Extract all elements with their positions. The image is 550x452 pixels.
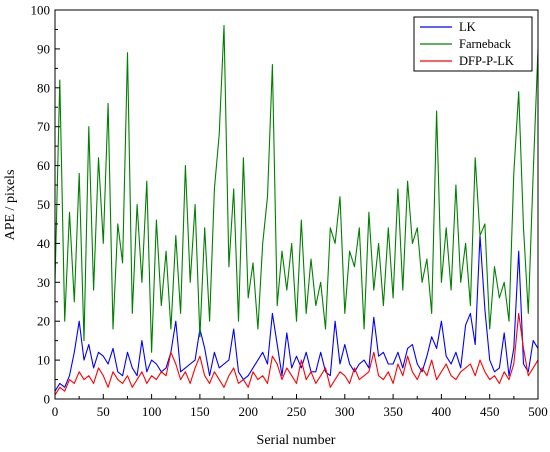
y-tick-label: 40 — [37, 236, 50, 251]
y-tick-label: 60 — [37, 158, 50, 173]
y-tick-label: 50 — [37, 197, 50, 212]
series-line-lk — [54, 235, 539, 392]
y-tick-label: 70 — [37, 119, 50, 134]
x-tick-label: 50 — [97, 404, 110, 419]
x-axis-title: Serial number — [257, 433, 336, 448]
x-tick-label: 150 — [190, 404, 210, 419]
y-tick-label: 90 — [37, 41, 50, 56]
y-tick-label: 20 — [37, 314, 50, 329]
legend-label-dfp-p-lk: DFP-P-LK — [459, 54, 514, 68]
y-axis: 0 10 20 30 40 50 60 70 80 90 100 — [31, 3, 60, 407]
y-tick-label: 80 — [37, 80, 50, 95]
y-tick-label: 10 — [37, 353, 50, 368]
series-line-dfp-p-lk — [54, 312, 539, 396]
x-tick-label: 250 — [287, 404, 307, 419]
y-tick-label: 30 — [37, 275, 50, 290]
x-tick-label: 300 — [335, 404, 355, 419]
legend: LK Farneback DFP-P-LK — [413, 16, 533, 72]
y-tick-label: 0 — [44, 392, 51, 407]
x-tick-label: 350 — [383, 404, 403, 419]
legend-label-farneback: Farneback — [459, 37, 512, 51]
x-axis: 0 50 100 150 200 250 300 350 400 450 500 — [52, 394, 548, 419]
x-tick-label: 100 — [142, 404, 162, 419]
series-layer — [54, 25, 539, 396]
legend-label-lk: LK — [459, 20, 476, 34]
x-tick-label: 500 — [528, 404, 548, 419]
x-tick-label: 0 — [52, 404, 59, 419]
series-line-farneback — [54, 25, 539, 353]
y-tick-label: 100 — [31, 3, 51, 18]
y-axis-title: APE / pixels — [3, 170, 18, 241]
x-tick-label: 400 — [432, 404, 452, 419]
x-tick-label: 200 — [238, 404, 258, 419]
x-tick-label: 450 — [480, 404, 500, 419]
